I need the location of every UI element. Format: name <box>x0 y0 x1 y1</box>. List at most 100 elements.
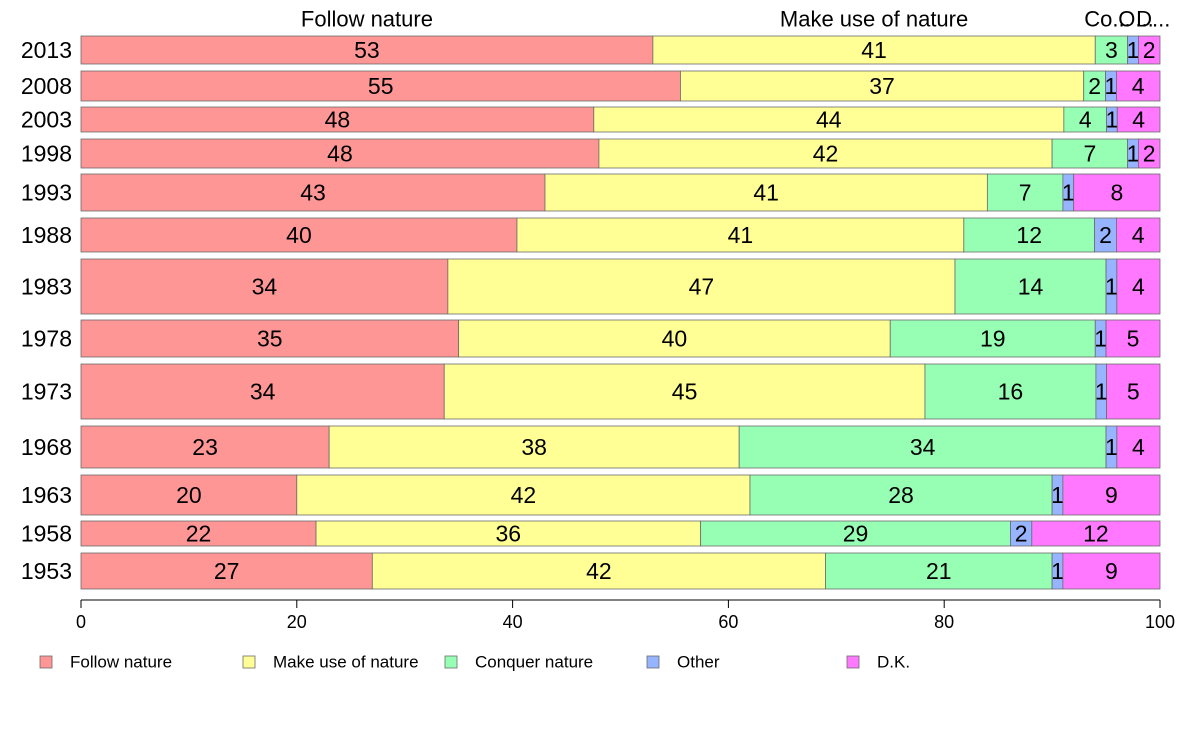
bar-row-2013: 53 41 3 1 2 <box>80 35 1161 65</box>
bar-segment-1953-make-use-of-nature <box>371 552 826 590</box>
x-tick-label-40: 40 <box>503 612 523 632</box>
bar-row-1963: 20 42 28 1 9 <box>80 474 1161 516</box>
bar-segment-1958-follow-nature <box>80 520 317 547</box>
x-tick-label-20: 20 <box>287 612 307 632</box>
bar-segment-2013-follow-nature <box>80 35 654 65</box>
data-label-2008-d-k: 4 <box>1132 73 1145 99</box>
data-label-1973-conquer-nature: 16 <box>998 379 1024 405</box>
header-labels: Follow nature Make use of nature Co...O...… <box>301 7 1170 32</box>
bar-segment-2013-make-use-of-nature <box>652 35 1096 65</box>
y-tick-label-1973: 1973 <box>21 379 72 405</box>
bar-segment-1968-d-k <box>1116 425 1161 469</box>
data-label-1958-follow-nature: 22 <box>186 521 212 547</box>
bar-segment-1958-conquer-nature <box>700 520 1011 547</box>
data-label-1983-d-k: 4 <box>1132 274 1145 300</box>
legend-label-make-use-of-nature: Make use of nature <box>273 653 419 672</box>
bar-segment-2003-make-use-of-nature <box>593 106 1065 133</box>
bar-row-1998: 48 42 7 1 2 <box>80 138 1161 169</box>
data-label-1983-follow-nature: 34 <box>252 274 278 300</box>
y-tick-label-1963: 1963 <box>21 482 72 508</box>
header-label-1: Follow nature <box>301 7 433 32</box>
x-axis: 0 20 40 60 80 100 <box>76 599 1175 632</box>
header-label-2: Make use of nature <box>780 7 968 32</box>
legend-label-other: Other <box>677 653 720 672</box>
data-label-2003-conquer-nature: 4 <box>1079 107 1092 133</box>
bar-segment-1978-make-use-of-nature <box>458 319 891 358</box>
data-label-1983-other: 1 <box>1105 274 1118 300</box>
header-label-5: D... <box>1136 7 1170 32</box>
bar-segment-1953-conquer-nature <box>825 552 1053 590</box>
data-label-1968-d-k: 4 <box>1132 434 1145 460</box>
data-label-1988-make-use-of-nature: 41 <box>728 222 754 248</box>
data-label-1973-other: 1 <box>1095 379 1108 405</box>
data-label-1978-d-k: 5 <box>1127 326 1140 352</box>
data-label-1988-conquer-nature: 12 <box>1016 222 1042 248</box>
bar-segment-1968-follow-nature <box>80 425 330 469</box>
data-label-1988-other: 2 <box>1099 222 1112 248</box>
bar-segment-1988-make-use-of-nature <box>516 217 965 253</box>
data-label-1988-d-k: 4 <box>1132 222 1145 248</box>
legend-swatch-follow-nature <box>39 655 53 669</box>
data-label-1968-conquer-nature: 34 <box>910 434 936 460</box>
data-label-2008-other: 1 <box>1105 73 1118 99</box>
y-tick-label-2008: 2008 <box>21 73 72 99</box>
x-tick-label-60: 60 <box>718 612 738 632</box>
bar-segment-1983-d-k <box>1116 258 1161 315</box>
data-label-1968-follow-nature: 23 <box>192 434 218 460</box>
bar-segment-1993-make-use-of-nature <box>544 173 988 212</box>
data-label-1958-conquer-nature: 29 <box>843 521 869 547</box>
bar-segment-1983-follow-nature <box>80 258 449 315</box>
data-label-1998-other: 1 <box>1127 141 1140 167</box>
legend-label-follow-nature: Follow nature <box>70 653 172 672</box>
bar-segment-1998-make-use-of-nature <box>598 138 1053 169</box>
data-label-1953-follow-nature: 27 <box>214 558 240 584</box>
bar-row-1988: 40 41 12 2 4 <box>80 217 1161 253</box>
data-label-1953-d-k: 9 <box>1105 558 1118 584</box>
data-label-1998-follow-nature: 48 <box>327 141 353 167</box>
x-tick-label-100: 100 <box>1145 612 1175 632</box>
data-label-1993-make-use-of-nature: 41 <box>753 180 779 206</box>
data-label-1958-other: 2 <box>1015 521 1028 547</box>
bar-segment-1978-d-k <box>1105 319 1161 358</box>
legend: Follow nature Make use of nature Conquer n… <box>39 653 910 672</box>
data-label-2013-d-k: 2 <box>1143 37 1156 63</box>
data-label-1978-conquer-nature: 19 <box>980 326 1006 352</box>
bar-segment-2008-d-k <box>1116 70 1161 102</box>
y-tick-label-1983: 1983 <box>21 274 72 300</box>
bar-segment-1998-d-k <box>1138 138 1161 169</box>
legend-label-d-k: D.K. <box>877 653 910 672</box>
data-label-1953-make-use-of-nature: 42 <box>586 558 612 584</box>
data-label-1963-other: 1 <box>1051 482 1064 508</box>
year-labels: 2013 2008 2003 1998 1993 1988 1983 1978 1973 1968… <box>21 37 72 584</box>
legend-item-conquer-nature: Conquer nature <box>444 653 593 672</box>
header-label-3: Co... <box>1084 7 1130 32</box>
legend-label-conquer-nature: Conquer nature <box>475 653 593 672</box>
data-label-1993-follow-nature: 43 <box>300 180 326 206</box>
data-label-1958-make-use-of-nature: 36 <box>496 521 522 547</box>
bar-row-2003: 48 44 4 1 4 <box>80 106 1161 133</box>
bar-segment-1968-make-use-of-nature <box>328 425 740 469</box>
bar-row-1953: 27 42 21 1 9 <box>80 552 1161 590</box>
bar-segment-1963-make-use-of-nature <box>296 474 751 516</box>
bar-segment-1963-follow-nature <box>80 474 298 516</box>
bar-row-1973: 34 45 16 1 5 <box>80 363 1161 420</box>
bar-segment-1973-d-k <box>1106 363 1161 420</box>
bar-row-1978: 35 40 19 1 5 <box>80 319 1161 358</box>
data-label-2008-conquer-nature: 2 <box>1088 73 1101 99</box>
data-label-1978-make-use-of-nature: 40 <box>662 326 688 352</box>
legend-swatch-other <box>646 655 660 669</box>
bar-segment-2003-d-k <box>1116 106 1161 133</box>
bar-row-2008: 55 37 2 1 4 <box>80 70 1161 102</box>
x-tick-label-0: 0 <box>76 612 86 632</box>
data-label-2003-follow-nature: 48 <box>325 107 351 133</box>
y-tick-label-1958: 1958 <box>21 521 72 547</box>
data-label-1978-follow-nature: 35 <box>257 326 283 352</box>
bar-segment-1988-follow-nature <box>80 217 518 253</box>
y-tick-label-1953: 1953 <box>21 558 72 584</box>
bar-segment-1993-d-k <box>1073 173 1161 212</box>
data-label-1983-conquer-nature: 14 <box>1018 274 1044 300</box>
y-tick-label-1998: 1998 <box>21 141 72 167</box>
data-label-1963-d-k: 9 <box>1105 482 1118 508</box>
